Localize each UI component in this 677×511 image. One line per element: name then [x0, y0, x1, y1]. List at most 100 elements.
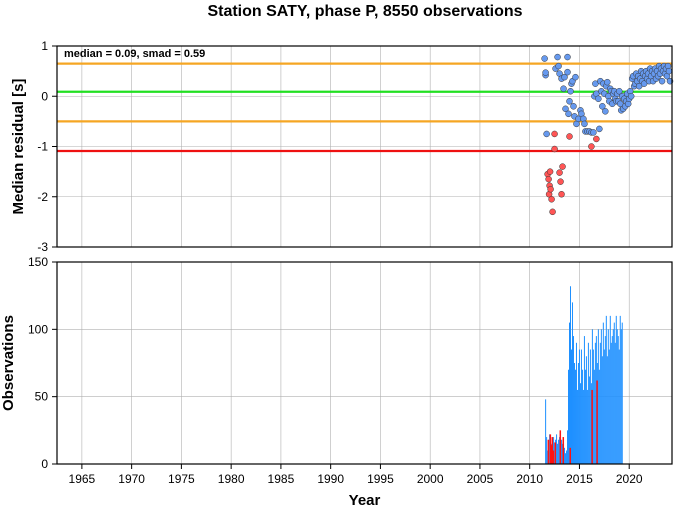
y-tick-label: -2 [37, 190, 48, 204]
observation-bar [608, 349, 610, 464]
stats-annotation: median = 0.09, smad = 0.59 [64, 48, 205, 60]
observation-bar [580, 349, 582, 464]
residual-point [542, 69, 549, 76]
residual-point [556, 169, 563, 176]
y-tick-label: 150 [28, 255, 48, 269]
residual-point [564, 68, 571, 76]
residual-point [555, 62, 562, 70]
observation-bar [556, 434, 558, 464]
outlier-bar [569, 447, 571, 464]
residual-point [548, 196, 555, 203]
x-tick-label: 1990 [317, 472, 344, 486]
x-tick-label: 2015 [566, 472, 593, 486]
outlier-bar [562, 437, 565, 464]
x-tick-label: 1970 [118, 472, 145, 486]
outlier-bar [554, 442, 557, 464]
y-tick-label: -1 [37, 140, 48, 154]
observation-bar [579, 383, 581, 464]
observation-bar [585, 356, 587, 464]
residual-point [541, 55, 548, 62]
residual-point [559, 163, 566, 170]
residual-point [551, 130, 558, 138]
observation-bar [602, 322, 604, 464]
x-tick-label: 2000 [417, 472, 444, 486]
observation-bar [581, 369, 583, 464]
outlier-bar [596, 380, 598, 464]
residual-point [581, 120, 588, 128]
observation-bar [571, 302, 573, 464]
residual-point [665, 67, 673, 75]
residual-point [545, 175, 552, 183]
observation-bar [609, 315, 611, 464]
residual-point [562, 105, 569, 113]
outlier-bar [547, 439, 550, 464]
observation-bar [557, 443, 559, 464]
observation-bar [583, 336, 585, 464]
observation-bar [603, 349, 605, 464]
observation-bar [610, 342, 612, 464]
residual-point [551, 145, 558, 153]
y-tick-label: 50 [35, 390, 49, 404]
residual-point [658, 77, 666, 85]
observation-bar [582, 389, 584, 464]
residual-point [557, 178, 564, 185]
residual-point [593, 135, 600, 143]
observation-bar [572, 336, 574, 464]
x-tick-label: 1980 [218, 472, 245, 486]
y-tick-label: 0 [41, 457, 48, 471]
y-axis-label: Median residual [s] [10, 79, 27, 215]
residual-point [547, 185, 554, 193]
residual-panel: 1 0 -1 -2 -3 median = 0.09, smad = 0.59 Median… [10, 39, 674, 254]
observation-bar [568, 369, 570, 464]
observation-bar [565, 453, 567, 464]
y-tick-label: -3 [37, 240, 48, 254]
observation-bar [614, 342, 616, 464]
observation-bar [577, 363, 579, 464]
observation-bar [607, 329, 609, 464]
residual-point [564, 53, 571, 61]
observation-bar [545, 399, 547, 464]
observation-bar [606, 356, 608, 464]
observation-bar [573, 363, 575, 464]
observation-bar [612, 329, 614, 464]
x-tick-label: 2020 [616, 472, 643, 486]
observation-bar [589, 349, 591, 464]
residual-point [567, 87, 574, 95]
residual-point [602, 108, 609, 115]
residual-point [561, 73, 568, 81]
observation-bar [561, 439, 563, 464]
observation-bar [569, 286, 571, 464]
observation-bar [617, 336, 619, 464]
observation-bar [546, 437, 548, 464]
residual-point [570, 103, 577, 110]
residual-point [565, 110, 572, 118]
observation-bar [600, 329, 602, 464]
observation-bar [575, 342, 577, 464]
observation-bar [578, 349, 580, 464]
residual-point [566, 98, 573, 105]
observation-bar [613, 322, 615, 464]
observation-bar [566, 450, 568, 464]
x-tick-label: 1995 [367, 472, 394, 486]
residual-point [543, 130, 550, 138]
observation-bar [604, 336, 606, 464]
residual-point [560, 85, 567, 92]
observation-bar [621, 322, 623, 464]
observation-bar [592, 349, 594, 464]
residual-point [590, 129, 597, 136]
y-tick-label: 1 [41, 39, 48, 53]
observation-bar [620, 329, 622, 464]
y-tick-label: 100 [28, 322, 48, 336]
observation-bar [593, 369, 595, 464]
observation-bar [574, 369, 576, 464]
residual-point [549, 208, 556, 216]
residual-point [546, 168, 554, 175]
x-axis-label: Year [349, 492, 381, 509]
residual-point [616, 87, 623, 95]
residual-point [566, 133, 573, 140]
observations-panel: 150 100 50 0 1965 1970 1975 1980 1985 1990 1995 200… [0, 255, 673, 509]
plot-frame [56, 261, 673, 465]
residual-point [595, 95, 602, 103]
observation-bar [597, 329, 599, 464]
